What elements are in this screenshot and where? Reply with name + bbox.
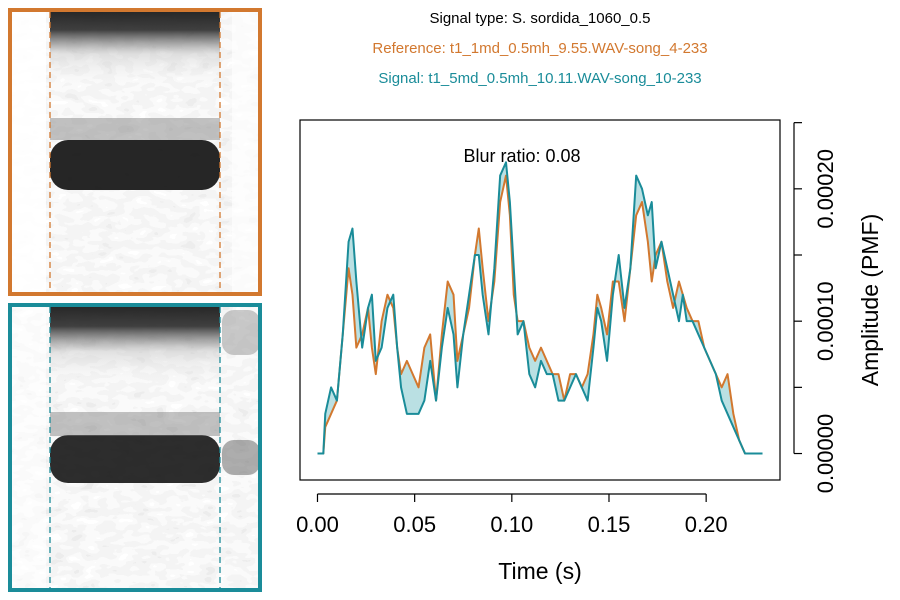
reference-title: Reference: t1_1md_0.5mh_9.55.WAV-song_4-… [372, 40, 707, 57]
plot-frame [299, 119, 781, 481]
spectrogram-lower-band [50, 140, 220, 190]
y-tick-label: 0.00000 [813, 414, 838, 494]
signal-title: Signal: t1_5md_0.5mh_10.11.WAV-song_10-2… [378, 70, 701, 87]
spectrogram-echo-tail [222, 440, 260, 475]
difference-fill [317, 162, 763, 454]
reference-spectrogram [10, 10, 260, 294]
spectrogram-band-halo [50, 118, 220, 140]
y-tick-label: 0.00010 [813, 281, 838, 361]
y-tick-label: 0.00020 [813, 149, 838, 229]
spectrogram-echo-tail-upper [222, 310, 260, 355]
x-tick-label: 0.05 [393, 512, 436, 537]
y-axis: 0.00000 0.00010 0.00020 [793, 122, 838, 494]
series-lines [317, 161, 763, 455]
x-axis: 0.00 0.05 0.10 0.15 0.20 [296, 493, 728, 537]
reference-spectrogram-frame [8, 8, 262, 296]
x-axis-label: Time (s) [498, 558, 581, 584]
x-tick-label: 0.10 [490, 512, 533, 537]
x-tick-label: 0.15 [588, 512, 631, 537]
difference-area [317, 162, 763, 454]
y-axis-label: Amplitude (PMF) [857, 214, 883, 387]
spectrogram-lower-band [50, 435, 220, 483]
spectrogram-left-gap [10, 305, 46, 590]
envelope-plot: Blur ratio: 0.08 0.00 0.05 0.10 0.15 0.20 0.… [296, 119, 883, 584]
spectrogram-left-gap [10, 10, 46, 294]
blur-ratio-annotation: Blur ratio: 0.08 [463, 146, 580, 166]
signal-spectrogram-frame [8, 303, 262, 592]
signal-type-title: Signal type: S. sordida_1060_0.5 [430, 10, 651, 27]
signal-series-line [317, 161, 763, 455]
signal-spectrogram [10, 305, 260, 590]
spectrogram-upper-band [50, 305, 220, 390]
spectrogram-right-gap [232, 10, 260, 294]
x-tick-label: 0.20 [685, 512, 728, 537]
spectrogram-band-halo [50, 412, 220, 436]
spectrogram-upper-band [50, 10, 220, 90]
x-tick-label: 0.00 [296, 512, 339, 537]
